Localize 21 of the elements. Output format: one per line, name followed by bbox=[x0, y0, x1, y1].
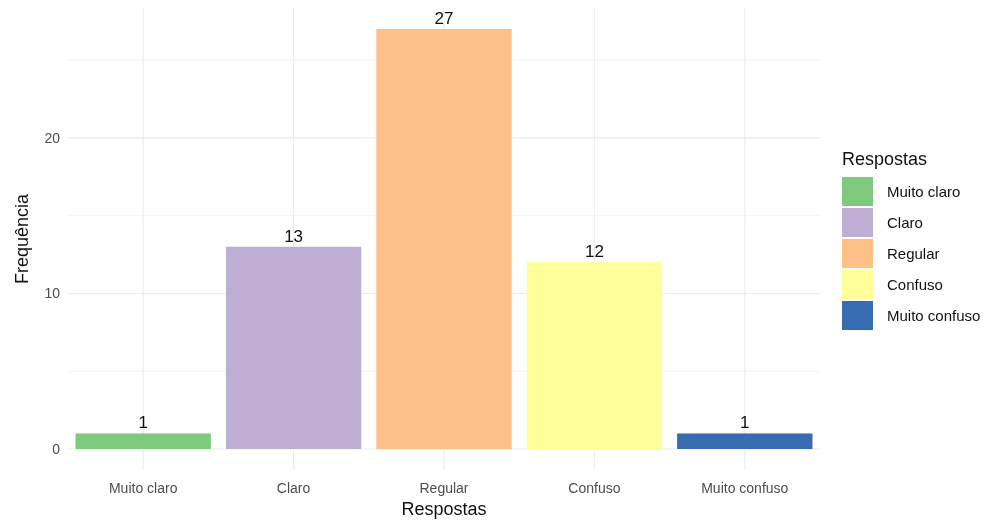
legend-title: Respostas bbox=[842, 149, 928, 169]
x-tick-label: Regular bbox=[419, 479, 469, 496]
x-tick-label: Claro bbox=[276, 479, 311, 496]
y-tick-label: 20 bbox=[44, 129, 61, 146]
x-axis-title: Respostas bbox=[401, 499, 487, 519]
y-tick-label: 0 bbox=[52, 440, 61, 457]
x-tick-label: Confuso bbox=[568, 479, 621, 496]
legend-label: Claro bbox=[887, 214, 923, 232]
x-tick-label: Muito claro bbox=[108, 479, 178, 496]
x-tick-label: Muito confuso bbox=[701, 479, 789, 496]
data-label: 12 bbox=[584, 242, 604, 262]
legend-label: Regular bbox=[887, 245, 940, 263]
data-label: 1 bbox=[740, 413, 750, 433]
legend-label: Muito confuso bbox=[887, 307, 981, 325]
legend-label: Muito claro bbox=[887, 183, 961, 201]
y-axis-title: Frequência bbox=[12, 192, 32, 285]
data-label: 13 bbox=[284, 226, 304, 246]
legend-label: Confuso bbox=[887, 276, 943, 294]
data-label: 1 bbox=[138, 413, 148, 433]
data-label: 27 bbox=[434, 9, 454, 28]
y-tick-label: 10 bbox=[44, 285, 61, 302]
